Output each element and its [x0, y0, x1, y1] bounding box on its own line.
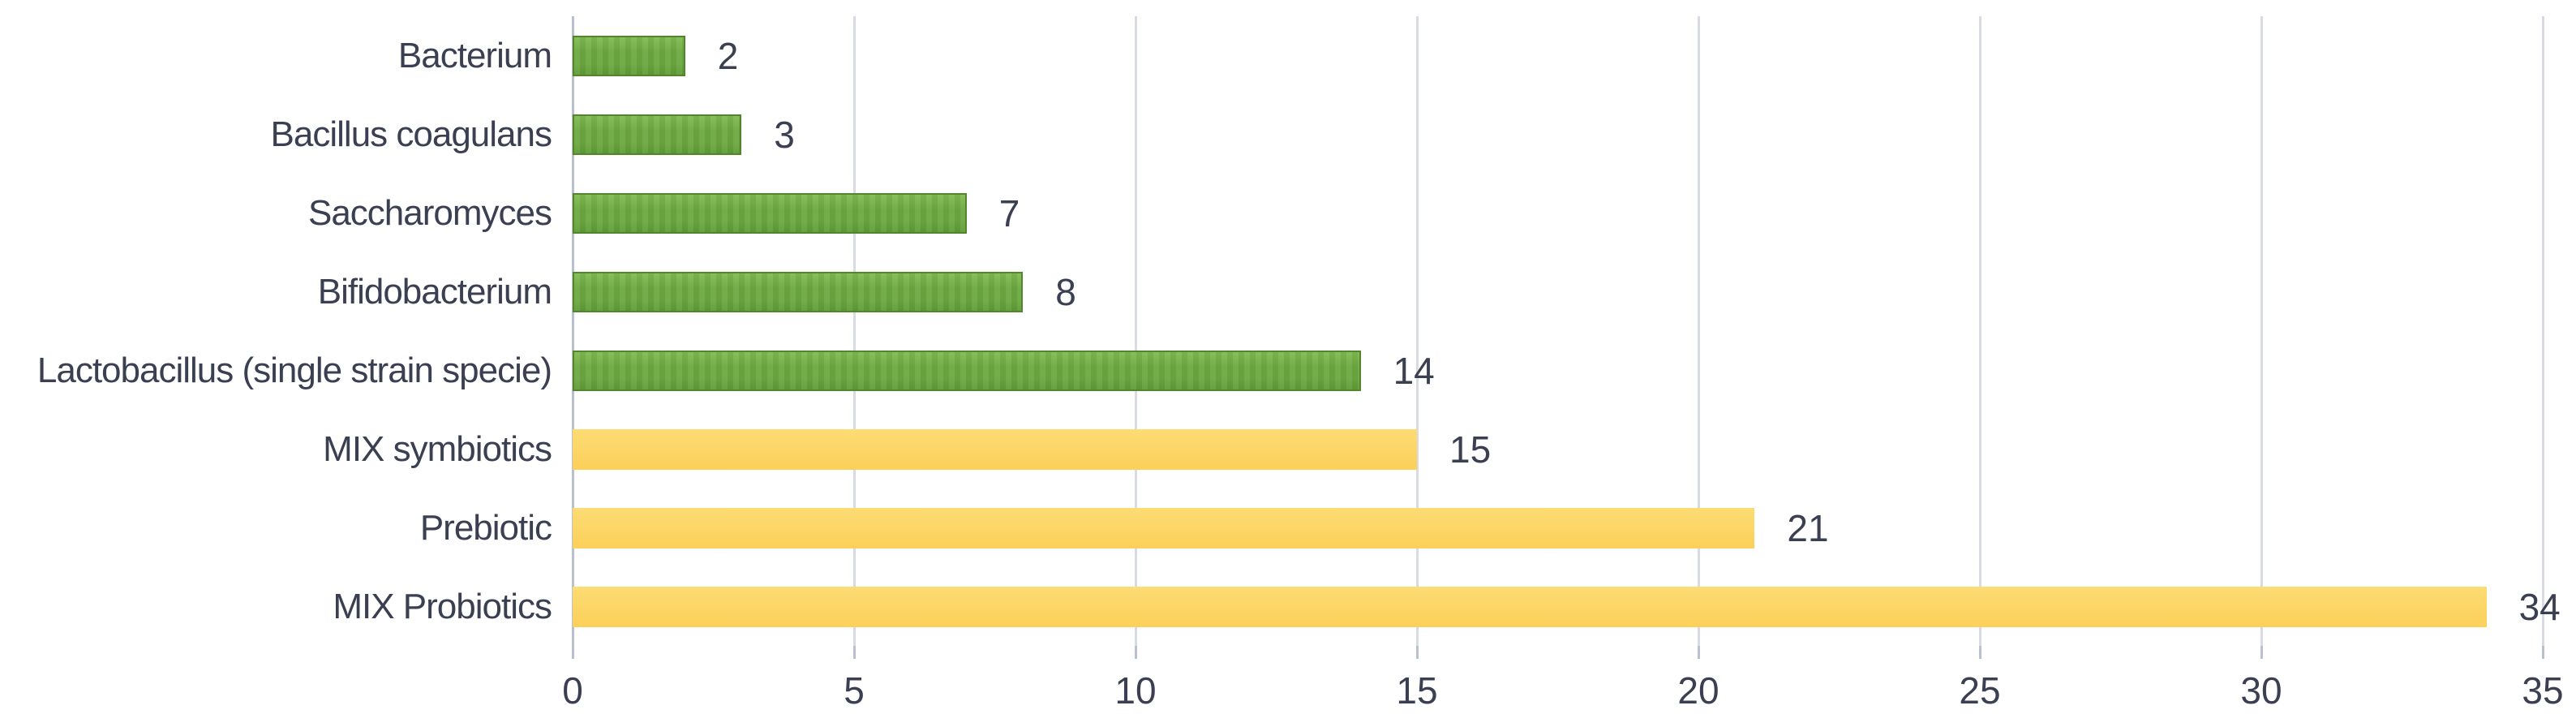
category-label: MIX symbiotics — [323, 428, 552, 469]
axis-tick-mark — [1135, 646, 1137, 659]
category-label: Prebiotic — [419, 507, 552, 548]
gridline — [1979, 16, 1981, 646]
axis-tick-mark — [1979, 646, 1981, 659]
gridline — [1698, 16, 1700, 646]
gridline — [1416, 16, 1419, 646]
category-label: Bacillus coagulans — [270, 114, 552, 154]
x-axis-tick-label: 30 — [2240, 669, 2282, 712]
bar — [573, 507, 1755, 548]
axis-tick-mark — [1416, 646, 1419, 659]
x-axis-tick-label: 10 — [1114, 669, 1157, 712]
x-axis-tick-label: 0 — [562, 669, 583, 712]
axis-tick-mark — [572, 646, 574, 659]
data-label: 21 — [1787, 506, 1829, 549]
axis-tick-mark — [2542, 646, 2544, 659]
data-label: 2 — [717, 34, 739, 77]
axis-tick-mark — [853, 646, 856, 659]
axis-tick-mark — [2260, 646, 2263, 659]
gridline — [1135, 16, 1137, 646]
data-label: 14 — [1393, 349, 1435, 392]
bar — [573, 114, 742, 155]
axis-tick-mark — [1698, 646, 1700, 659]
data-label: 3 — [774, 113, 795, 156]
y-axis-line — [572, 16, 574, 646]
category-label: MIX Probiotics — [333, 586, 552, 626]
x-axis-tick-label: 25 — [1959, 669, 2001, 712]
bar — [573, 35, 685, 76]
category-label: Lactobacillus (single strain specie) — [36, 350, 552, 390]
category-label: Bacterium — [397, 35, 552, 75]
gridline — [2260, 16, 2263, 646]
data-label: 34 — [2518, 585, 2561, 628]
bar — [573, 428, 1417, 470]
data-label: 7 — [998, 191, 1020, 234]
category-label: Saccharomyces — [307, 192, 552, 233]
bar — [573, 350, 1361, 391]
x-axis-tick-label: 5 — [844, 669, 865, 712]
data-label: 8 — [1055, 270, 1076, 313]
gridline — [2542, 16, 2544, 646]
category-label: Bifidobacterium — [317, 271, 552, 312]
gridline — [853, 16, 856, 646]
bar — [573, 192, 967, 234]
x-axis-tick-label: 35 — [2522, 669, 2564, 712]
data-label: 15 — [1449, 428, 1492, 471]
x-axis-tick-label: 15 — [1396, 669, 1438, 712]
x-axis-tick-label: 20 — [1677, 669, 1719, 712]
bar — [573, 586, 2487, 627]
bar — [573, 271, 1024, 312]
